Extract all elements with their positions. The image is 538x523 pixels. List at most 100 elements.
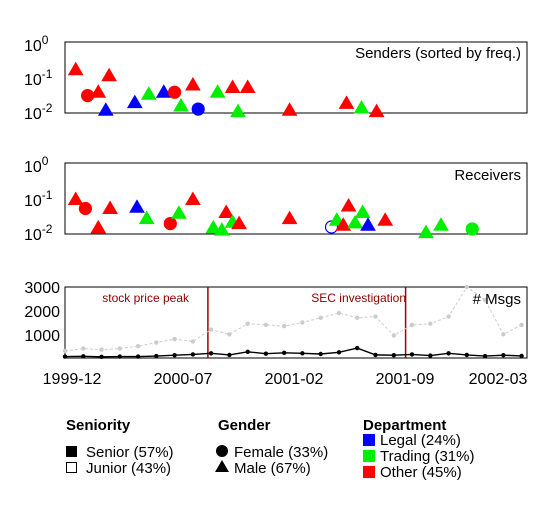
sender-point-10 <box>185 77 201 91</box>
sender-point-15 <box>239 79 256 93</box>
legal-swatch-icon <box>363 434 375 446</box>
average-series-point-13 <box>300 351 305 356</box>
sender-point-5 <box>126 94 143 109</box>
average-series-point-23 <box>482 353 488 359</box>
msgs-title: # Msgs <box>473 291 521 308</box>
receiver-point-5 <box>138 210 155 225</box>
sender-point-9 <box>173 98 189 112</box>
average-series-point-17 <box>373 352 378 358</box>
legend-legal-label: Legal (24%) <box>380 432 461 449</box>
total-series-point-19 <box>409 322 415 328</box>
trading-swatch-icon <box>363 450 375 462</box>
legend-trading-label: Trading (31%) <box>380 448 474 465</box>
total-series-point-9 <box>227 332 232 337</box>
legend-male-label: Male (67%) <box>234 460 311 477</box>
total-series-point-18 <box>391 333 396 338</box>
square-filled-icon <box>66 446 77 457</box>
receiver-point-17 <box>335 217 352 231</box>
average-series-point-16 <box>355 345 360 351</box>
average-series-point-19 <box>409 352 415 357</box>
sender-point-4 <box>101 67 117 82</box>
sender-point-12 <box>209 84 226 98</box>
xtick-2001-09: 2001-09 <box>376 371 435 388</box>
sender-point-3 <box>97 102 114 116</box>
other-swatch-icon <box>363 466 375 478</box>
sender-point-2 <box>90 84 107 98</box>
msgs-marks <box>62 284 524 359</box>
total-series-point-11 <box>263 322 269 328</box>
average-series-point-5 <box>154 353 159 359</box>
circle-filled-icon <box>216 445 228 457</box>
sender-point-16 <box>281 102 298 116</box>
receiver-point-2 <box>90 219 107 234</box>
sender-point-11 <box>191 102 205 116</box>
receiver-point-24 <box>433 217 449 231</box>
sender-point-8 <box>168 85 182 99</box>
receivers-ytick-0: 100 <box>24 154 49 176</box>
msgs-panel: 3000 2000 1000 stock price peak SEC inve… <box>24 280 528 359</box>
total-series-point-6 <box>172 336 177 342</box>
average-series-point-1 <box>81 354 86 359</box>
receiver-point-19 <box>347 214 363 229</box>
average-series-point-25 <box>519 353 524 359</box>
total-series-point-21 <box>446 314 451 319</box>
average-series-point-15 <box>336 350 342 355</box>
average-series-point-24 <box>501 353 506 358</box>
total-series-point-25 <box>519 322 524 328</box>
receivers-frame <box>64 162 528 235</box>
receiver-point-0 <box>67 191 84 205</box>
receiver-point-22 <box>377 212 394 226</box>
sender-point-7 <box>155 84 172 98</box>
average-series-point-6 <box>172 353 177 358</box>
sender-point-13 <box>224 79 241 93</box>
msgs-ytick-3000: 3000 <box>24 280 60 297</box>
msgs-frame <box>64 286 528 359</box>
average-series-point-21 <box>446 351 451 356</box>
total-series-line <box>64 286 522 352</box>
legend: Seniority Senior (57%) Junior (43%) Gend… <box>66 417 474 481</box>
receiver-point-25 <box>465 222 479 236</box>
xtick-2000-07: 2000-07 <box>154 371 213 388</box>
average-series-point-22 <box>464 352 469 358</box>
legend-junior-label: Junior (43%) <box>86 460 171 477</box>
x-axis: 1999-12 2000-07 2001-02 2001-09 2002-03 <box>43 371 528 388</box>
average-series-point-4 <box>135 354 141 359</box>
average-series-point-3 <box>117 354 123 359</box>
total-series-point-23 <box>482 297 488 303</box>
square-outline-icon <box>66 462 77 473</box>
total-series-point-7 <box>190 339 196 344</box>
average-series-point-11 <box>263 351 269 356</box>
total-series-point-12 <box>282 323 287 329</box>
average-series-point-2 <box>99 354 104 359</box>
average-series-point-20 <box>428 353 433 358</box>
receivers-panel: 100 10-1 10-2 Receivers <box>24 154 528 244</box>
average-series-line <box>64 347 522 358</box>
total-series-point-13 <box>300 320 305 325</box>
total-series-point-15 <box>336 310 342 316</box>
sender-point-14 <box>230 103 246 118</box>
receivers-ytick-2: 10-2 <box>24 222 53 244</box>
average-series-point-0 <box>62 354 68 359</box>
senders-marks <box>67 61 385 118</box>
sender-point-0 <box>67 61 84 76</box>
average-series-point-18 <box>391 353 396 358</box>
legend-gender-title: Gender <box>218 417 271 434</box>
msgs-ytick-2000: 2000 <box>24 304 60 321</box>
receiver-point-6 <box>163 217 177 231</box>
receiver-point-18 <box>340 198 357 212</box>
receiver-point-8 <box>185 191 201 205</box>
event-label-sec-investigation: SEC investigation <box>311 291 406 305</box>
receiver-point-13 <box>231 215 247 230</box>
receiver-point-7 <box>171 205 187 219</box>
senders-frame <box>64 41 528 114</box>
receiver-point-10 <box>214 222 230 236</box>
xtick-2001-02: 2001-02 <box>265 371 324 388</box>
legend-seniority-title: Seniority <box>66 417 131 434</box>
receiver-point-20 <box>354 204 371 218</box>
receiver-point-21 <box>360 217 376 231</box>
average-series-point-7 <box>190 352 196 357</box>
receiver-point-1 <box>78 201 93 216</box>
total-series-point-10 <box>245 321 250 326</box>
receivers-title: Receivers <box>454 167 521 184</box>
